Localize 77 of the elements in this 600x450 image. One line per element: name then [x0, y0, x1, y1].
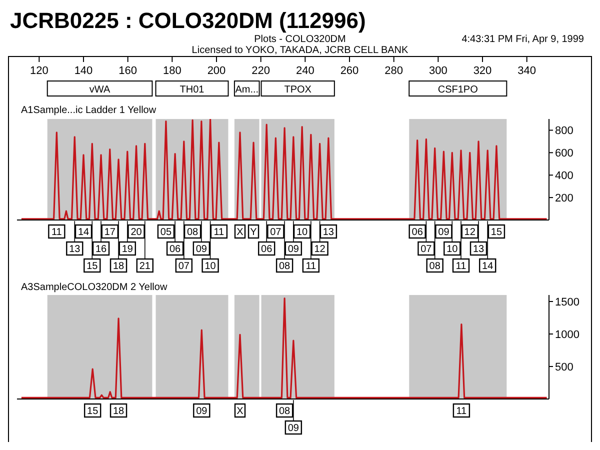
y-tick-label: 1500 [555, 296, 580, 308]
y-tick-label: 400 [555, 170, 574, 182]
annotation: 09 [196, 406, 208, 417]
annotation: Y [250, 227, 258, 238]
text: Licensed to YOKO, TAKADA, JCRB CELL BANK [190, 45, 410, 56]
annotation: 09 [288, 423, 300, 434]
page-frame: 120 140 160 180 200 220 240 260 280 300 320 340 200 400 600 800 vWA TH01 Am... TPOX CSF1PO A1Sample...ic Ladder 1 Yellow 11 13 14 15 16 17 18 19 20 21 05 06 07 08 09 10 11 X Y 06 07 08 09 10 11 12 13 06 07 08 09 10 11 12 13 14 15 500 1000 1500 A3SampleCOLO320DM 2 Yellow 15 18 09 X 08 09 11 [8, 56, 592, 442]
annotation: 13 [472, 244, 485, 255]
y-tick-label: 1000 [555, 328, 580, 341]
annotation: 06 [412, 227, 424, 238]
annotation: 15 [87, 406, 99, 417]
x-tick-label: 120 [30, 65, 48, 77]
y-tick-label: 500 [555, 361, 574, 374]
annotation: 15 [86, 261, 98, 272]
annotation: 09 [438, 227, 450, 238]
y-tick-label: 200 [555, 192, 574, 204]
band-label: CSF1PO [438, 84, 478, 96]
x-tick-label: 300 [428, 65, 448, 77]
annotation: 05 [160, 227, 172, 238]
annotation: 08 [429, 261, 441, 272]
annotation: 06 [169, 244, 182, 255]
annotation: 15 [490, 227, 502, 238]
annotation: 16 [95, 244, 108, 255]
annotation: 14 [482, 261, 494, 272]
annotation: X [236, 227, 244, 238]
band-label: vWA [89, 84, 110, 96]
x-tick-label: 180 [162, 65, 182, 77]
x-tick-label: 160 [118, 65, 138, 77]
x-tick-label: 340 [518, 65, 536, 77]
annotation: 09 [288, 244, 300, 255]
annotation: 14 [78, 227, 90, 238]
band-label: TPOX [284, 84, 312, 96]
chart-title: JCRB0225 : COLO320DM (112996) [10, 8, 366, 34]
text: A1Sample...ic Ladder 1 Yellow [21, 105, 157, 116]
annotation: 11 [306, 261, 317, 272]
x-tick-label: 260 [340, 65, 359, 77]
annotation: 11 [214, 227, 225, 238]
x-tick-label: 140 [74, 65, 93, 77]
annotation: 10 [446, 244, 458, 255]
annotation: 18 [112, 261, 125, 272]
line-series [20, 297, 548, 398]
annotation: 11 [51, 227, 62, 238]
annotation: 12 [314, 244, 326, 255]
annotation: X [236, 406, 244, 417]
annotation: 07 [420, 244, 432, 255]
annotation: 11 [456, 261, 467, 272]
x-tick-label: 240 [296, 65, 314, 77]
annotation: 07 [178, 261, 190, 272]
x-tick-label: 200 [207, 65, 226, 77]
annotation: 19 [122, 244, 134, 255]
annotation: 12 [464, 227, 476, 238]
y-tick-label: 800 [555, 125, 574, 138]
annotation: 11 [456, 406, 468, 417]
chart-subtitle: Plots - COLO320DM [254, 34, 346, 45]
line-series [20, 119, 548, 220]
annotation: 08 [186, 227, 199, 238]
annotation: 09 [196, 244, 208, 255]
chart-title: A3SampleCOLO320DM 2 Yellow [21, 282, 168, 293]
annotation: 17 [104, 227, 116, 238]
band-label: TH01 [180, 84, 205, 96]
x-tick-label: 280 [384, 65, 404, 77]
annotation: 07 [270, 227, 282, 238]
annotation: 10 [296, 227, 308, 238]
band-label: Am... [235, 84, 259, 96]
annotation: 08 [278, 406, 291, 417]
annotation: 21 [139, 261, 151, 272]
annotation: 13 [69, 244, 81, 255]
annotation: 10 [204, 261, 216, 272]
annotation: 06 [261, 244, 273, 255]
annotation: 18 [112, 406, 125, 417]
x-tick-label: 220 [252, 65, 270, 77]
y-tick-label: 600 [555, 148, 574, 160]
annotation: 08 [278, 261, 291, 272]
text: 4:43:31 PM Fri, Apr 9, 1999 [462, 34, 584, 45]
annotation: 13 [322, 227, 334, 238]
x-tick-label: 320 [473, 65, 492, 77]
annotation: 20 [130, 227, 142, 238]
